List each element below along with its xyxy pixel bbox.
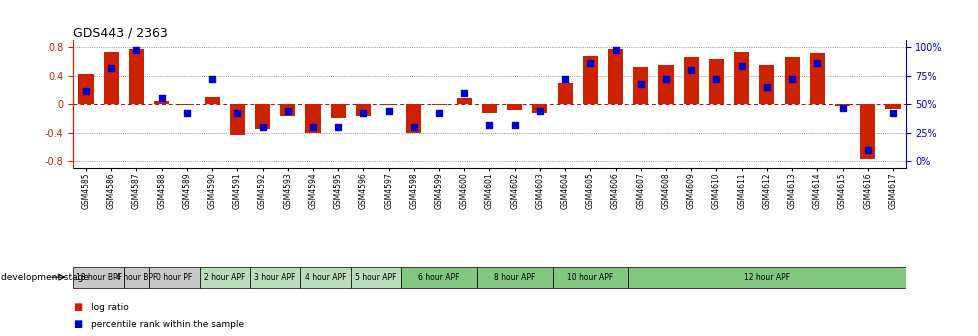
Bar — [204, 97, 219, 104]
Bar — [759, 65, 774, 104]
Point — [280, 108, 295, 114]
Bar — [331, 104, 345, 118]
Bar — [734, 52, 748, 104]
Bar — [249, 267, 300, 288]
Bar — [406, 104, 421, 132]
Bar — [401, 267, 476, 288]
Bar — [683, 57, 698, 104]
Point — [229, 111, 244, 116]
Bar — [431, 104, 446, 105]
Bar — [305, 104, 320, 132]
Bar — [481, 104, 497, 113]
Bar — [607, 49, 623, 104]
Point — [834, 105, 850, 110]
Point — [507, 122, 522, 127]
Bar — [633, 67, 647, 104]
Text: 4 hour BPF: 4 hour BPF — [115, 273, 157, 282]
Point — [607, 47, 623, 52]
Point — [154, 96, 169, 101]
Point — [809, 60, 824, 66]
Bar — [73, 267, 124, 288]
Text: 8 hour APF: 8 hour APF — [494, 273, 535, 282]
Bar — [300, 267, 350, 288]
Bar — [104, 52, 118, 104]
Bar — [708, 59, 724, 104]
Point — [708, 77, 724, 82]
Bar — [280, 104, 295, 116]
Point — [456, 90, 471, 95]
Bar — [254, 104, 270, 129]
Text: ■: ■ — [73, 302, 82, 312]
Text: 4 hour APF: 4 hour APF — [304, 273, 346, 282]
Text: 3 hour APF: 3 hour APF — [254, 273, 295, 282]
Point — [355, 111, 371, 116]
Point — [481, 122, 497, 127]
Text: GDS443 / 2363: GDS443 / 2363 — [73, 26, 168, 39]
Point — [305, 124, 321, 130]
Bar — [532, 104, 547, 113]
Point — [884, 111, 900, 116]
Point — [582, 60, 598, 66]
Point — [78, 88, 94, 93]
Bar — [557, 83, 572, 104]
Text: 2 hour APF: 2 hour APF — [203, 273, 245, 282]
Text: 10 hour APF: 10 hour APF — [566, 273, 613, 282]
Bar — [78, 74, 94, 104]
Bar — [124, 267, 149, 288]
Bar — [628, 267, 905, 288]
Point — [633, 81, 648, 86]
Bar — [507, 104, 521, 110]
Point — [406, 124, 422, 130]
Bar — [552, 267, 628, 288]
Bar — [355, 104, 371, 116]
Text: ■: ■ — [73, 319, 82, 329]
Text: 18 hour BPF: 18 hour BPF — [75, 273, 121, 282]
Point — [430, 111, 446, 116]
Bar — [582, 56, 598, 104]
Text: 6 hour APF: 6 hour APF — [418, 273, 460, 282]
Point — [683, 68, 698, 73]
Bar — [380, 104, 396, 105]
Point — [104, 65, 119, 71]
Bar — [476, 267, 552, 288]
Point — [532, 108, 548, 114]
Bar — [154, 100, 169, 104]
Bar — [834, 104, 849, 106]
Bar — [860, 104, 874, 160]
Point — [734, 63, 749, 68]
Bar — [179, 104, 195, 105]
Bar — [809, 53, 824, 104]
Point — [254, 124, 270, 130]
Point — [657, 77, 673, 82]
Bar — [149, 267, 200, 288]
Point — [204, 77, 220, 82]
Bar — [783, 57, 799, 104]
Text: development stage: development stage — [1, 273, 89, 282]
Bar — [129, 49, 144, 104]
Point — [556, 77, 572, 82]
Point — [179, 111, 195, 116]
Point — [783, 77, 799, 82]
Bar — [200, 267, 249, 288]
Bar — [230, 104, 244, 135]
Text: 0 hour PF: 0 hour PF — [156, 273, 193, 282]
Text: log ratio: log ratio — [91, 303, 129, 312]
Point — [128, 47, 144, 52]
Bar — [350, 267, 401, 288]
Bar — [884, 104, 900, 109]
Point — [330, 124, 345, 130]
Bar — [457, 98, 471, 104]
Point — [859, 147, 874, 152]
Text: 5 hour APF: 5 hour APF — [355, 273, 396, 282]
Bar — [658, 65, 673, 104]
Text: 12 hour APF: 12 hour APF — [743, 273, 789, 282]
Point — [380, 108, 396, 114]
Point — [758, 84, 774, 90]
Text: percentile rank within the sample: percentile rank within the sample — [91, 320, 244, 329]
